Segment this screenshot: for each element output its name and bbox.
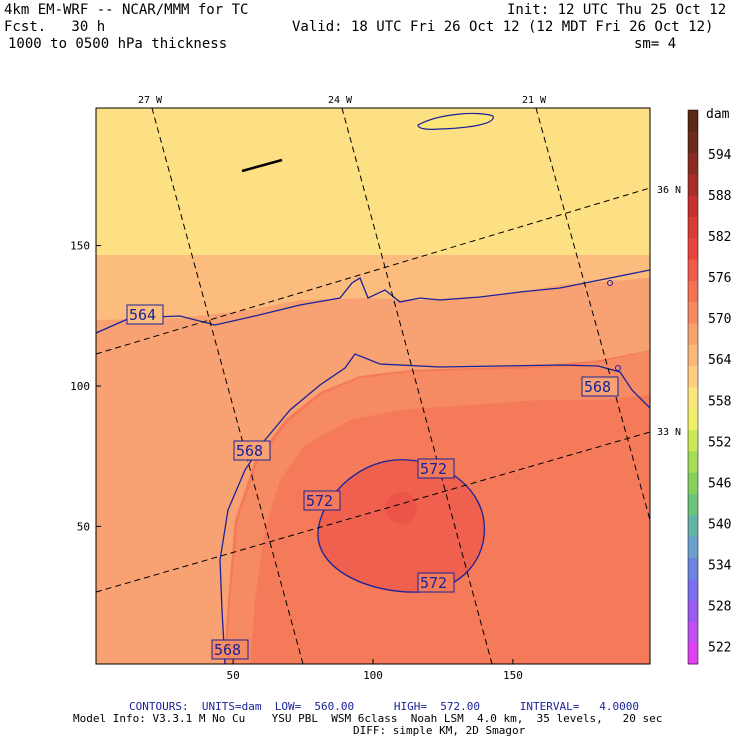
colorbar-frame	[687, 109, 699, 665]
lat-label-36n: 36 N	[657, 185, 681, 196]
contour-label-572-b: 572	[303, 490, 341, 511]
colorbar-swatch-8	[688, 472, 698, 495]
init-time: Init: 12 UTC Thu 25 Oct 12	[507, 2, 727, 18]
smoothing: sm= 4	[634, 36, 677, 52]
wind-barb	[241, 158, 283, 173]
contour-label-572-a: 572	[417, 458, 455, 479]
colorbar-label-552: 552	[708, 435, 731, 450]
colorbar-label-570: 570	[708, 312, 731, 327]
colorbar-swatch-11	[688, 408, 698, 431]
fill-568-region	[96, 278, 650, 664]
meridian-21w	[535, 108, 650, 521]
colorbar-label-528: 528	[708, 599, 731, 614]
contour-568	[219, 353, 650, 664]
colorbar-label-522: 522	[708, 640, 731, 655]
colorbar-label-576: 576	[708, 271, 731, 286]
colorbar-swatch-3	[688, 578, 698, 601]
fill-574-core	[317, 459, 485, 593]
colorbar-swatch-14	[688, 344, 698, 367]
contour-label-572-c-text: 572	[420, 574, 447, 592]
colorbar-swatch-15	[688, 323, 698, 345]
contour-label-568-c: 568	[211, 639, 249, 660]
colorbar-label-540: 540	[708, 517, 731, 532]
colorbar-swatch-25	[688, 110, 698, 132]
meridian-27w	[151, 108, 304, 664]
model-title: 4km EM-WRF -- NCAR/MMM for TC	[4, 2, 249, 18]
contour-568-small	[607, 280, 613, 286]
lon-label-21w: 21 W	[522, 95, 547, 106]
forecast-hour: Fcst. 30 h	[4, 19, 106, 35]
x-tick-label-100: 100	[363, 669, 383, 682]
y-tick-label-100: 100	[70, 380, 90, 393]
colorbar-swatch-10	[688, 429, 698, 452]
colorbar-swatch-23	[688, 152, 698, 175]
contour-label-572-a-text: 572	[420, 460, 447, 478]
colorbar-swatch-21	[688, 195, 698, 218]
colorbar-label-534: 534	[708, 558, 732, 573]
lon-label-24w: 24 W	[328, 95, 353, 106]
valid-time: Valid: 18 UTC Fri 26 Oct 12 (12 MDT Fri …	[292, 19, 714, 35]
colorbar-title: dam	[706, 107, 730, 122]
y-tick-label-150: 150	[70, 240, 90, 253]
contour-label-564-text: 564	[129, 306, 156, 324]
colorbar-swatch-4	[688, 557, 698, 580]
model-info: Model Info: V3.3.1 M No Cu YSU PBL WSM 6…	[73, 712, 663, 725]
fill-552-patch	[417, 112, 494, 130]
colorbar-swatch-20	[688, 216, 698, 239]
colorbar-swatch-7	[688, 493, 698, 516]
colorbar-label-588: 588	[708, 189, 731, 204]
contour-label-572-b-text: 572	[306, 492, 333, 510]
contour-564	[96, 269, 650, 334]
lat-label-33n: 33 N	[657, 427, 681, 438]
colorbar-swatch-5	[688, 536, 698, 558]
colorbar-swatch-16	[688, 301, 698, 324]
contour-572	[317, 459, 485, 593]
colorbar-swatch-22	[688, 173, 698, 196]
contour-label-568-a: 568	[581, 376, 619, 397]
meridian-24w	[341, 108, 493, 664]
colorbar-label-582: 582	[708, 230, 731, 245]
colorbar-swatch-1	[688, 621, 698, 644]
colorbar-label-564: 564	[708, 353, 732, 368]
fill-576-core	[385, 492, 417, 524]
colorbar-swatch-6	[688, 514, 698, 537]
colorbar-swatch-13	[688, 365, 698, 388]
contours-info: CONTOURS: UNITS=dam LOW= 560.00 HIGH= 57…	[129, 700, 639, 713]
colorbar-swatch-17	[688, 280, 698, 303]
contour-label-568-a-text: 568	[584, 378, 611, 396]
colorbar-swatch-12	[688, 387, 698, 409]
diff-info: DIFF: simple KM, 2D Smagor	[353, 724, 526, 737]
colorbar-swatch-19	[688, 237, 698, 260]
fill-558-region	[96, 108, 650, 255]
parallel-36n	[96, 187, 650, 355]
colorbar	[687, 109, 699, 665]
colorbar-swatch-2	[688, 600, 698, 622]
colorbar-label-558: 558	[708, 394, 731, 409]
colorbar-swatch-24	[688, 131, 698, 154]
x-tick-label-50: 50	[226, 669, 239, 682]
colorbar-label-594: 594	[708, 148, 732, 163]
contour-label-572-c: 572	[417, 572, 455, 593]
colorbar-swatch-9	[688, 450, 698, 473]
field-name: 1000 to 0500 hPa thickness	[8, 36, 228, 52]
contour-label-568-b-text: 568	[236, 442, 263, 460]
contour-label-564: 564	[126, 304, 164, 325]
colorbar-swatch-0	[688, 642, 698, 665]
lon-label-27w: 27 W	[138, 95, 163, 106]
y-tick-label-50: 50	[77, 520, 90, 533]
contour-small-right	[615, 365, 621, 371]
contour-label-568-c-text: 568	[214, 641, 241, 659]
contour-label-568-b: 568	[233, 440, 271, 461]
colorbar-label-546: 546	[708, 476, 731, 491]
colorbar-swatch-18	[688, 259, 698, 281]
x-tick-label-150: 150	[503, 669, 523, 682]
parallel-33n	[96, 431, 650, 593]
